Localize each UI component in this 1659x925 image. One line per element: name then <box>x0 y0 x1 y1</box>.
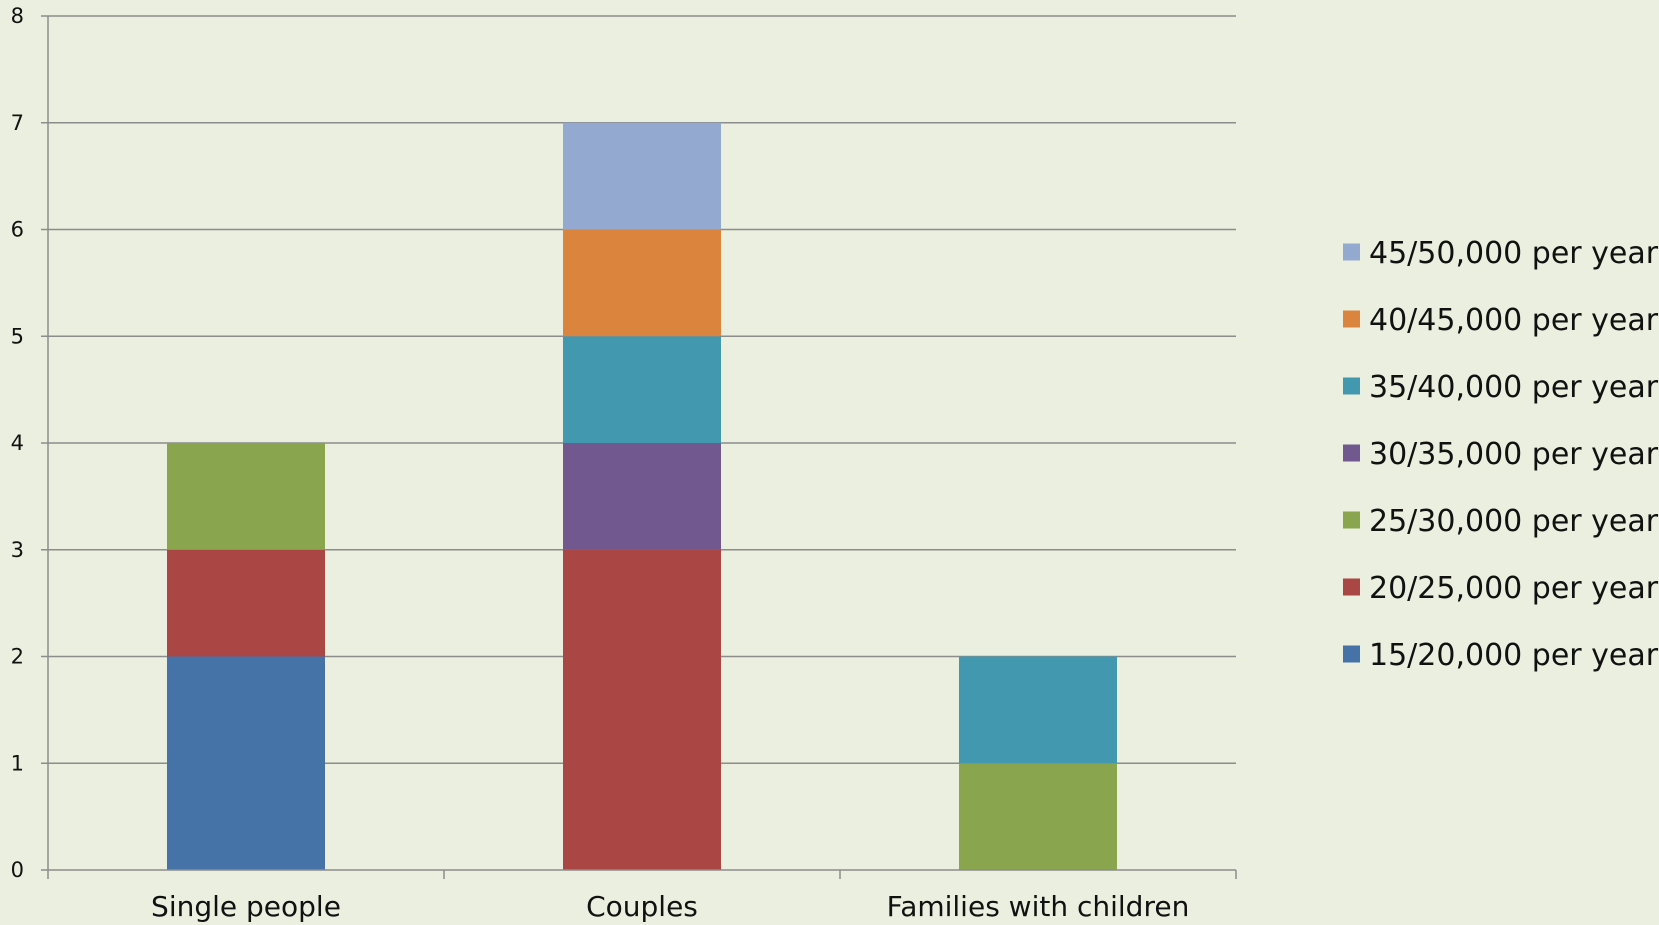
bar-segment[interactable] <box>959 763 1117 870</box>
legend-swatch <box>1343 444 1360 462</box>
legend-swatch <box>1343 511 1360 529</box>
x-category-label: Single people <box>151 890 341 923</box>
legend-swatch <box>1343 578 1360 596</box>
bar-segment[interactable] <box>563 122 721 230</box>
legend-swatch <box>1343 310 1360 328</box>
y-tick-label: 4 <box>11 431 24 455</box>
x-category-label: Couples <box>586 890 698 923</box>
legend-item[interactable]: 15/20,000 per year <box>1343 638 1659 673</box>
bar-segment[interactable] <box>563 549 721 870</box>
bar-segment[interactable] <box>167 656 325 871</box>
legend: 45/50,000 per year 40/45,000 per year 35/4… <box>1343 236 1659 673</box>
bar-segment[interactable] <box>563 229 721 337</box>
legend-label: 15/20,000 per year <box>1369 638 1659 673</box>
legend-item[interactable]: 25/30,000 per year <box>1343 504 1659 539</box>
y-tick-label: 1 <box>11 751 24 775</box>
legend-item[interactable]: 45/50,000 per year <box>1343 236 1659 271</box>
y-tick-label: 8 <box>11 4 24 28</box>
bar-segment[interactable] <box>563 443 721 550</box>
legend-label: 25/30,000 per year <box>1369 504 1659 539</box>
legend-label: 35/40,000 per year <box>1369 370 1659 405</box>
x-category-label: Families with children <box>887 890 1190 923</box>
bar-segment[interactable] <box>959 656 1117 764</box>
legend-item[interactable]: 40/45,000 per year <box>1343 303 1659 338</box>
y-tick-label: 3 <box>11 538 24 562</box>
legend-swatch <box>1343 243 1360 261</box>
legend-swatch <box>1343 645 1360 663</box>
legend-label: 30/35,000 per year <box>1369 437 1659 472</box>
y-tick-label: 5 <box>11 324 24 348</box>
y-tick-label: 7 <box>11 111 24 135</box>
legend-item[interactable]: 20/25,000 per year <box>1343 571 1659 606</box>
bar-segment[interactable] <box>167 443 325 550</box>
legend-label: 45/50,000 per year <box>1369 236 1659 271</box>
legend-label: 40/45,000 per year <box>1369 303 1659 338</box>
bars <box>167 122 1117 871</box>
y-tick-label: 0 <box>11 858 24 882</box>
legend-item[interactable]: 35/40,000 per year <box>1343 370 1659 405</box>
y-tick-label: 6 <box>11 218 24 242</box>
y-tick-label: 2 <box>11 645 24 669</box>
bar-segment[interactable] <box>167 549 325 657</box>
bar-segment[interactable] <box>563 336 721 443</box>
legend-item[interactable]: 30/35,000 per year <box>1343 437 1659 472</box>
legend-swatch <box>1343 377 1360 395</box>
legend-label: 20/25,000 per year <box>1369 571 1659 606</box>
axes: Single people Couples Families with childr… <box>47 16 1237 923</box>
